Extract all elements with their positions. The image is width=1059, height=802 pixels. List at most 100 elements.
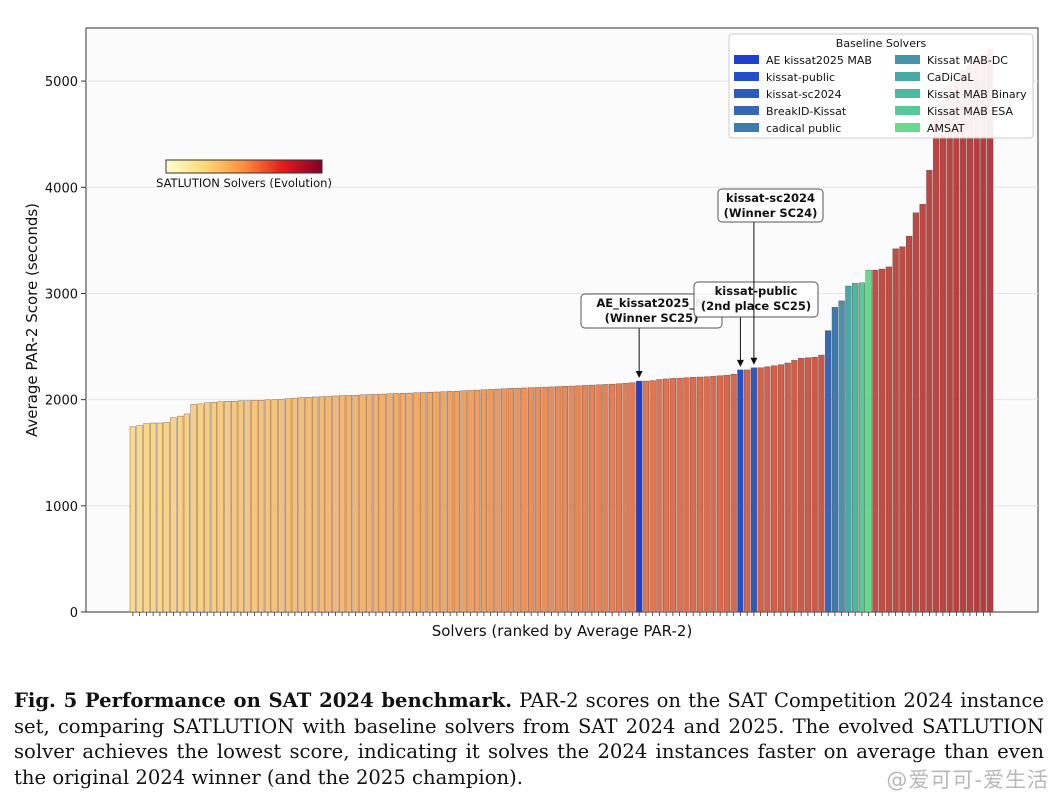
satlution-bar [150,422,157,613]
legend-entry-label: AMSAT [927,122,965,135]
satlution-bar [663,378,670,613]
satlution-bar [413,392,420,613]
satlution-bar [811,356,818,613]
satlution-bar [906,235,913,613]
satlution-bar [210,402,217,613]
satlution-bar [649,380,656,613]
satlution-bar [339,395,346,613]
satlution-bar [703,376,710,613]
satlution-bar [312,396,319,613]
legend-swatch [895,106,920,115]
legend-entry-label: BreakID-Kissat [766,105,847,118]
legend-swatch [734,72,759,81]
y-tick-label: 5000 [45,75,78,90]
satlution-bar [561,386,568,613]
satlution-bar [555,386,562,613]
satlution-bar [615,383,622,613]
satlution-bar [683,377,690,613]
bars [129,49,994,613]
satlution-bar [291,397,298,613]
colorbar: SATLUTION Solvers (Evolution) [156,159,332,190]
satlution-bar [521,387,528,613]
legend-swatch [734,123,759,132]
satlution-bar [406,392,413,613]
satlution-bar [548,386,555,613]
baseline-bar [838,300,845,613]
satlution-bar [622,383,629,613]
satlution-bar [919,204,926,613]
satlution-bar [136,425,143,613]
legend-swatch [895,55,920,64]
satlution-bar [305,397,312,613]
satlution-bar [487,389,494,613]
satlution-bar [237,400,244,613]
satlution-bar [514,387,521,613]
satlution-bar [318,396,325,613]
legend-swatch [734,106,759,115]
baseline-bar [865,269,872,613]
annotations: AE_kissat2025_M(Winner SC25) kissat-publi… [580,188,824,379]
satlution-bar [534,387,541,613]
annotation-arrowhead [750,357,758,365]
satlution-bar [528,387,535,613]
satlution-bar [197,403,204,613]
baseline-bar [825,330,832,613]
satlution-bar [177,415,184,613]
satlution-bar [224,401,231,613]
satlution-bar [690,377,697,613]
legend-frame [728,33,1034,139]
satlution-bar [885,266,892,613]
satlution-bar [460,390,467,613]
satlution-bar [447,391,454,613]
y-tick-label: 2000 [45,394,78,409]
satlution-bar [143,423,150,613]
satlution-bar [777,364,784,613]
annotation-text: kissat-sc2024 [726,191,815,205]
satlution-bar [642,380,649,613]
satlution-bar [717,375,724,613]
satlution-bar [541,386,548,613]
satlution-bar [244,400,251,613]
satlution-bar [278,398,285,613]
baseline-bar [737,369,744,613]
satlution-bar [669,378,676,613]
annotation-box [717,188,824,223]
watermark-text: @爱可可-爱生活 [886,768,1049,792]
legend-swatch [734,55,759,64]
legend-entry-label: AE kissat2025 MAB [766,54,872,67]
satlution-bar [771,365,778,613]
baseline-bar [858,282,865,613]
satlution-bar [501,388,508,613]
satlution-bar [426,392,433,613]
legend-swatch [895,72,920,81]
satlution-bar [723,375,730,613]
satlution-bar [507,388,514,613]
satlution-bar [474,389,481,613]
satlution-bar [251,399,258,613]
satlution-bar [784,362,791,613]
satlution-bar [420,392,427,613]
satlution-bar [953,75,960,613]
satlution-bar [433,391,440,613]
legend-entry-label: cadical public [766,122,841,135]
satlution-bar [285,398,292,613]
y-tick-label: 0 [70,606,78,621]
figure-caption: Fig. 5 Performance on SAT 2024 benchmark… [14,688,1044,790]
satlution-bar [217,401,224,613]
satlution-bar [366,394,373,613]
satlution-bar [379,393,386,613]
satlution-bar [183,413,190,613]
satlution-bar [757,367,764,613]
satlution-bar [676,377,683,613]
satlution-bar [926,170,933,613]
satlution-bar [973,59,980,613]
satlution-bar [629,382,636,613]
baseline-bar [750,367,757,613]
satlution-bar [393,393,400,613]
satlution-bar [899,246,906,613]
satlution-bar [710,376,717,613]
annotation-arrowhead [736,359,744,367]
satlution-bar [764,366,771,613]
y-axis-ticks: 0 1000 2000 3000 4000 5000 [45,75,86,621]
satlution-bar [588,384,595,613]
